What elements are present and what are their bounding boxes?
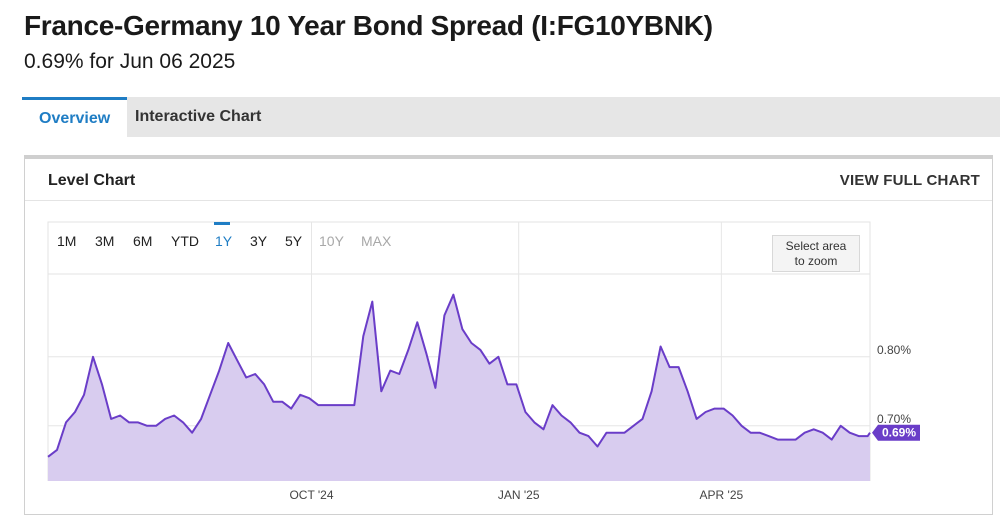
view-full-chart-link[interactable]: VIEW FULL CHART <box>839 172 980 189</box>
card-header: Level Chart VIEW FULL CHART <box>25 159 992 201</box>
x-tick-label: APR '25 <box>700 488 744 502</box>
last-value-badge-bg <box>872 424 920 441</box>
range-max-button: MAX <box>361 233 392 249</box>
tab-bar: Overview Interactive Chart <box>22 97 1000 137</box>
range-active-indicator <box>214 222 230 225</box>
range-1m-button[interactable]: 1M <box>57 233 77 249</box>
zoom-hint-line1: Select area <box>785 239 847 253</box>
y-tick-label: 0.70% <box>877 412 911 426</box>
series-line <box>47 293 871 458</box>
range-3y-button[interactable]: 3Y <box>250 233 268 249</box>
range-5y-button[interactable]: 5Y <box>285 233 303 249</box>
zoom-hint: Select area to zoom <box>772 235 860 272</box>
range-ytd-button[interactable]: YTD <box>171 233 199 249</box>
plot-header-frame <box>47 221 871 275</box>
zoom-hint-line2: to zoom <box>794 254 838 268</box>
range-6m-button[interactable]: 6M <box>133 233 153 249</box>
x-tick-label: OCT '24 <box>289 488 333 502</box>
last-value-label: 0.69% <box>882 426 916 440</box>
range-10y-button: 10Y <box>319 233 344 249</box>
page-title: France-Germany 10 Year Bond Spread (I:FG… <box>24 10 713 41</box>
y-tick-label: 0.80% <box>877 343 911 357</box>
series-area-fill <box>48 294 870 481</box>
range-3m-button[interactable]: 3M <box>95 233 115 249</box>
tab-interactive-chart[interactable]: Interactive Chart <box>135 108 262 125</box>
x-tick-label: JAN '25 <box>498 488 540 502</box>
card-title: Level Chart <box>48 172 136 189</box>
last-value-badge: 0.69% <box>872 424 920 441</box>
page-subtitle: 0.69% for Jun 06 2025 <box>24 50 236 73</box>
range-1y-button[interactable]: 1Y <box>215 233 233 249</box>
tab-overview[interactable]: Overview <box>22 97 128 137</box>
